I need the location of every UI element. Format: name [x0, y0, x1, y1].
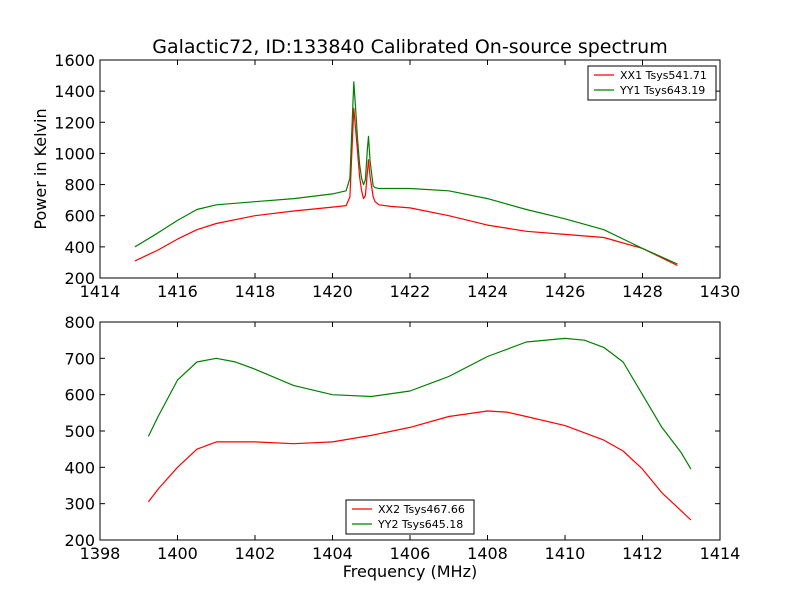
panel-1-y-tick-label-6: 800	[64, 313, 95, 332]
panel-0-y-tick-label-1: 400	[64, 238, 95, 257]
panel-0-y-tick-label-6: 1400	[54, 82, 95, 101]
x-axis-label: Frequency (MHz)	[343, 562, 477, 581]
panel-0-x-tick-label-6: 1426	[545, 282, 586, 301]
panel-0-x-tick-label-2: 1418	[235, 282, 276, 301]
panel-0-y-tick-label-0: 200	[64, 269, 95, 288]
panel-1-x-tick-label-4: 1406	[390, 544, 431, 563]
panel-0-x-tick-label-1: 1416	[157, 282, 198, 301]
panel-0-x-tick-label-4: 1422	[390, 282, 431, 301]
panel-1-legend-label-0: XX2 Tsys467.66	[378, 503, 465, 516]
panel-1-y-tick-label-3: 500	[64, 422, 95, 441]
panel-0-x-tick-label-8: 1430	[700, 282, 741, 301]
panel-0-y-tick-label-5: 1200	[54, 113, 95, 132]
panel-1-x-tick-label-3: 1404	[312, 544, 353, 563]
panel-1-x-tick-label-8: 1414	[700, 544, 741, 563]
panel-0-x-tick-label-3: 1420	[312, 282, 353, 301]
panel-0-y-tick-label-2: 600	[64, 207, 95, 226]
panel-0-legend: XX1 Tsys541.71 YY1 Tsys643.19	[587, 65, 717, 101]
panel-0-y-tick-label-4: 1000	[54, 144, 95, 163]
panel-0-legend-box	[587, 65, 717, 101]
panel-1-y-tick-label-5: 700	[64, 349, 95, 368]
panel-0-series-line-0	[134, 107, 678, 267]
panel-0-y-tick-label-3: 800	[64, 176, 95, 195]
panel-1-x-tick-label-7: 1412	[622, 544, 663, 563]
panel-1-y-tick-label-0: 200	[64, 531, 95, 550]
top-panel: 1414 1416 1418 1420 1422 1424 1426 1428 1430 200 4…	[54, 51, 740, 301]
chart-title: Galactic72, ID:133840 Calibrated On-sour…	[152, 36, 668, 58]
panel-1-series-line-1	[147, 337, 692, 470]
panel-1-series-line-0	[147, 410, 692, 521]
panel-1-y-tick-label-4: 600	[64, 386, 95, 405]
panel-1-x-tick-label-5: 1408	[467, 544, 508, 563]
bottom-panel: 1398 1400 1402 1404 1406 1408 1410 1412 1414 200 3…	[64, 313, 740, 563]
panel-0-x-tick-label-5: 1424	[467, 282, 508, 301]
panel-1-legend-label-1: YY2 Tsys645.18	[377, 518, 463, 531]
panel-1-x-tick-label-2: 1402	[235, 544, 276, 563]
panel-1-y-tick-label-2: 400	[64, 458, 95, 477]
panel-0-y-tick-label-7: 1600	[54, 51, 95, 70]
panel-1-legend: XX2 Tsys467.66 YY2 Tsys645.18	[345, 499, 475, 535]
panel-1-x-tick-label-6: 1410	[545, 544, 586, 563]
panel-0-series-line-1	[134, 81, 678, 265]
panel-0-x-tick-label-7: 1428	[622, 282, 663, 301]
panel-0-x-tick-label-0: 1414	[80, 282, 121, 301]
panel-1-x-tick-label-0: 1398	[80, 544, 121, 563]
panel-1-x-tick-label-1: 1400	[157, 544, 198, 563]
panel-1-y-tick-label-1: 300	[64, 495, 95, 514]
panel-1-legend-box	[345, 499, 475, 535]
y-axis-label: Power in Kelvin	[31, 108, 50, 229]
panel-0-legend-label-0: XX1 Tsys541.71	[620, 69, 707, 82]
panel-0-legend-label-1: YY1 Tsys643.19	[619, 84, 705, 97]
